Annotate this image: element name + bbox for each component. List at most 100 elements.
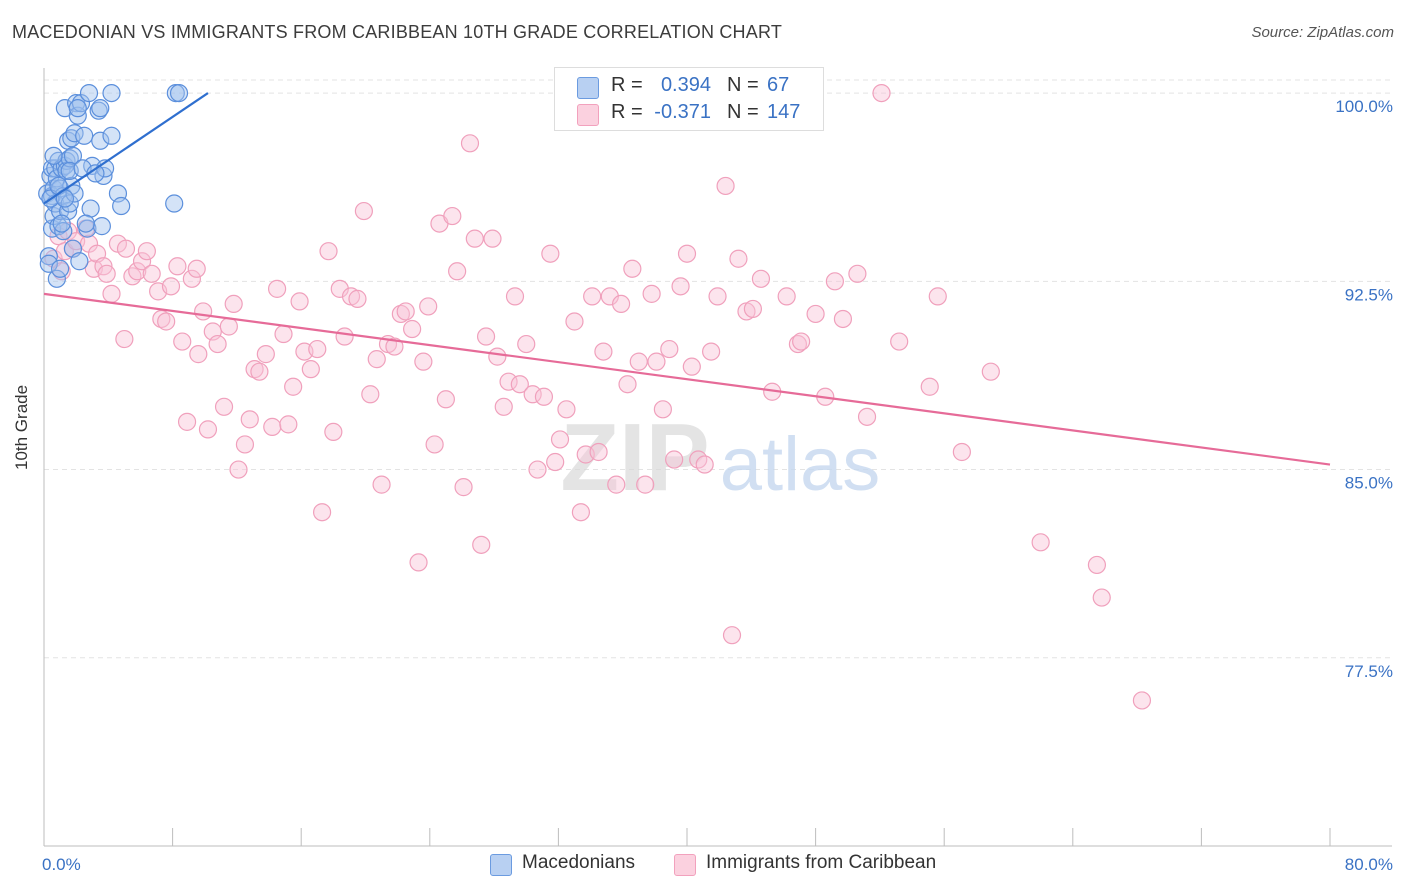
caribbean-point — [510, 375, 529, 394]
caribbean-point — [187, 259, 206, 278]
macedonian-point — [75, 126, 94, 145]
macedonian-point — [91, 99, 110, 118]
macedonian-point — [165, 194, 184, 213]
caribbean-point — [132, 252, 152, 271]
caribbean-point — [385, 337, 404, 356]
caribbean-point — [128, 262, 147, 281]
caribbean-point — [414, 352, 433, 371]
caribbean-point — [642, 284, 661, 303]
caribbean-point — [528, 460, 547, 479]
caribbean-point — [396, 302, 415, 321]
caribbean-point — [523, 385, 542, 404]
caribbean-point — [594, 342, 613, 361]
caribbean-point — [354, 201, 373, 221]
bottom-legend-label: Immigrants from Caribbean — [706, 852, 937, 873]
macedonian-point — [76, 214, 95, 233]
caribbean-point — [312, 503, 332, 522]
caribbean-point — [409, 553, 428, 572]
caribbean-point — [636, 475, 655, 494]
macedonian-point — [92, 217, 111, 236]
macedonian-point — [47, 269, 66, 288]
tick-label-layer: 77.5% 85.0% 92.5% 100.0% 0.0% 80.0% — [42, 97, 1393, 874]
caribbean-point — [194, 302, 213, 321]
caribbean-point — [890, 332, 909, 351]
caribbean-point — [629, 352, 648, 371]
caribbean-point — [168, 257, 187, 276]
caribbean-point — [284, 377, 303, 396]
x-tick-label: 0.0% — [42, 855, 81, 874]
caribbean-point — [872, 83, 891, 103]
legend-n-value: 147 — [767, 101, 801, 123]
caribbean-point — [788, 334, 808, 354]
caribbean-point — [550, 430, 570, 449]
caribbean-point — [660, 339, 679, 359]
caribbean-point — [301, 360, 320, 379]
y-axis-label: 10th Grade — [12, 384, 31, 470]
legend-r-label: R = — [611, 74, 643, 96]
caribbean-point — [372, 475, 391, 494]
caribbean-point — [391, 304, 410, 324]
caribbean-point — [534, 387, 554, 406]
caribbean-point — [123, 267, 142, 286]
caribbean-point — [848, 264, 867, 283]
caribbean-point — [494, 397, 513, 416]
caribbean-point — [279, 415, 298, 434]
caribbean-point — [361, 385, 380, 404]
legend-n-label: N = — [727, 74, 759, 96]
macedonian-point — [102, 126, 121, 145]
caribbean-point — [97, 264, 116, 283]
caribbean-point — [419, 297, 438, 316]
caribbean-point — [472, 535, 491, 554]
caribbean-point — [806, 304, 825, 324]
caribbean-point — [483, 229, 502, 248]
macedonian-point — [44, 146, 63, 165]
macedonian-point — [68, 99, 87, 118]
caribbean-point — [722, 626, 742, 645]
caribbean-point — [476, 327, 496, 346]
watermark-atlas: atlas — [720, 422, 881, 507]
legend-r-value: 0.394 — [660, 74, 711, 96]
macedonian-point — [70, 252, 89, 271]
caribbean-point — [189, 345, 208, 364]
caribbean-point — [115, 329, 134, 349]
source-credit: Source: ZipAtlas.com — [1251, 24, 1394, 41]
caribbean-point — [256, 345, 275, 364]
bottom-legend-swatch-caribbean — [674, 854, 696, 876]
trend-layer — [43, 92, 1331, 466]
caribbean-point — [618, 375, 637, 394]
caribbean-point — [981, 362, 1000, 381]
legend-swatch-caribbean — [577, 104, 599, 126]
caribbean-point — [460, 134, 480, 153]
caribbean-point — [607, 475, 626, 494]
caribbean-point — [102, 284, 121, 303]
caribbean-point — [920, 377, 939, 396]
caribbean-point — [263, 417, 282, 436]
caribbean-point — [928, 287, 947, 306]
caribbean-point — [443, 206, 462, 226]
caribbean-point — [214, 397, 234, 416]
macedonian-point — [60, 194, 79, 213]
caribbean-point — [665, 450, 684, 469]
macedonian-point — [169, 83, 189, 103]
caribbean-point — [702, 342, 721, 361]
caribbean-point — [367, 350, 386, 369]
caribbean-point — [208, 334, 227, 354]
caribbean-point — [219, 317, 238, 336]
macedonian-point — [102, 83, 121, 103]
caribbean-point — [647, 352, 666, 371]
caribbean-point — [250, 362, 269, 381]
caribbean-point — [116, 239, 136, 258]
caribbean-point — [245, 360, 264, 379]
caribbean-point — [589, 442, 608, 462]
caribbean-point — [682, 357, 701, 376]
macedonian-point — [65, 184, 84, 203]
y-tick-label: 85.0% — [1345, 474, 1393, 493]
caribbean-point — [240, 410, 259, 429]
caribbean-point — [571, 503, 591, 522]
y-tick-label: 92.5% — [1345, 285, 1393, 304]
legend-n-value: 67 — [767, 74, 790, 96]
macedonian-point — [50, 259, 70, 278]
caribbean-point — [708, 287, 727, 306]
caribbean-point — [454, 478, 473, 497]
legend-r-value: -0.371 — [654, 101, 711, 123]
